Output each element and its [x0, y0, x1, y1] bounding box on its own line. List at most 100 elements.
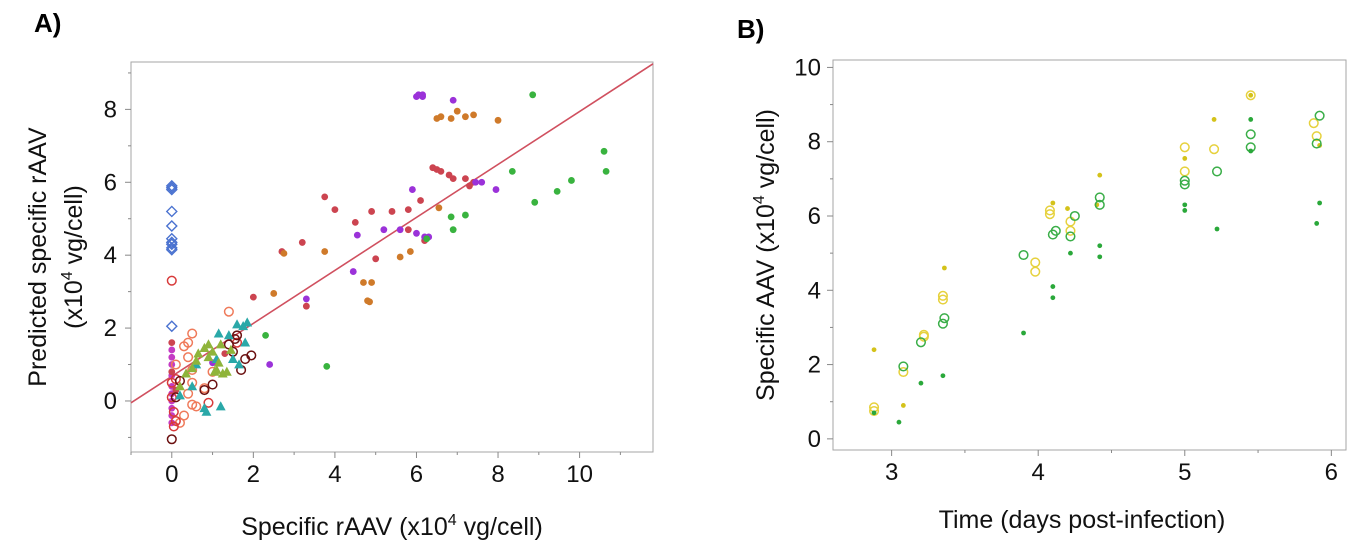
series-blue-diamond — [165, 179, 178, 333]
data-point — [453, 107, 461, 115]
data-point — [447, 213, 455, 221]
data-point — [404, 206, 412, 214]
data-point — [1050, 225, 1061, 236]
data-point — [462, 211, 469, 219]
series-green-dot — [262, 91, 610, 370]
data-point — [1245, 129, 1256, 140]
data-point — [187, 381, 198, 391]
data-point — [168, 339, 176, 347]
data-point — [181, 368, 191, 378]
data-point — [298, 239, 306, 246]
panel-a-label: A) — [34, 8, 61, 38]
data-point — [1179, 166, 1190, 177]
data-point — [1044, 209, 1055, 220]
data-point — [413, 229, 420, 237]
data-point — [470, 111, 477, 119]
data-point — [1044, 205, 1055, 216]
panel-b-y-title-main: Specific AAV (x10 — [752, 204, 780, 401]
data-point — [380, 226, 388, 234]
y-tick-label: 2 — [808, 352, 821, 379]
data-point — [492, 186, 500, 193]
y-tick-label: 0 — [808, 426, 821, 453]
x-tick-label: 6 — [1325, 459, 1338, 486]
panel-b-points — [868, 90, 1325, 425]
series-green-circle — [898, 110, 1325, 372]
data-point — [242, 317, 253, 327]
data-point — [1069, 210, 1080, 222]
panel-a-y-title-line2: (x104 vg/cell) — [59, 185, 88, 329]
data-point — [1065, 206, 1070, 211]
data-point — [366, 298, 373, 306]
data-point — [221, 366, 232, 376]
data-point — [187, 328, 198, 339]
data-point — [187, 362, 198, 373]
x-tick-label: 4 — [1032, 459, 1045, 486]
data-point — [215, 401, 226, 411]
panel-a-x-title-tail: vg/cell) — [457, 513, 543, 541]
data-point — [372, 255, 380, 263]
panel-b-x-axis-title: Time (days post-infection) — [939, 506, 1226, 534]
data-point — [166, 392, 177, 403]
data-point — [1030, 257, 1041, 268]
data-point — [165, 179, 178, 192]
panel-a-y-title-line2-main: (x10 — [60, 280, 88, 329]
data-point — [1311, 131, 1322, 142]
data-point — [447, 115, 455, 122]
data-point — [321, 248, 329, 255]
data-point — [201, 406, 212, 416]
data-point — [165, 236, 178, 249]
series-orange-dot — [270, 107, 502, 306]
data-point — [1068, 250, 1073, 256]
data-point — [165, 238, 178, 251]
data-point — [435, 204, 443, 212]
x-tick-label: 4 — [328, 461, 341, 488]
panel-b-y-title-tail: vg/cell) — [752, 109, 780, 195]
y-tick-label: 6 — [104, 169, 117, 196]
data-point — [602, 167, 610, 175]
panel-a-points — [165, 91, 610, 445]
data-point — [165, 181, 178, 194]
data-point — [221, 350, 229, 357]
data-point — [168, 406, 179, 417]
data-point — [508, 167, 516, 175]
series-yellow-dot — [871, 92, 1323, 408]
series-olive-triangle — [174, 339, 236, 391]
y-tick-label: 2 — [104, 315, 117, 342]
data-point — [249, 293, 257, 301]
data-point — [396, 253, 404, 261]
data-point — [404, 226, 412, 234]
panel-a-y-title-line2-tail: vg/cell) — [60, 185, 88, 271]
data-point — [168, 421, 179, 432]
data-point — [918, 380, 924, 386]
data-point — [203, 352, 214, 362]
data-point — [388, 208, 396, 215]
data-point — [170, 415, 181, 427]
data-point — [165, 320, 178, 333]
data-point — [191, 401, 202, 412]
data-point — [1182, 202, 1188, 208]
data-point — [1182, 156, 1188, 161]
panel-a-x-title-main: Specific rAAV (x10 — [241, 513, 448, 541]
data-point — [166, 275, 177, 286]
data-point — [937, 294, 948, 305]
data-point — [1097, 254, 1103, 260]
data-point — [351, 218, 359, 226]
panel-a-y-axis-title: Predicted specific rAAV (x104 vg/cell) — [24, 127, 88, 387]
data-point — [1314, 221, 1320, 226]
data-point — [321, 193, 329, 201]
data-point — [898, 361, 909, 372]
panel-b: B) 3 4 5 6 0 2 4 6 8 10 Time (days post-infection… — [737, 14, 1347, 534]
data-point — [165, 183, 178, 196]
series-yellow-circle — [868, 90, 1322, 417]
data-point — [166, 434, 177, 445]
data-point — [871, 347, 877, 353]
data-point — [871, 410, 877, 416]
data-point — [183, 337, 194, 348]
panel-a-x-title-sup: 4 — [448, 512, 457, 529]
data-point — [529, 91, 537, 99]
data-point — [1021, 330, 1026, 336]
data-point — [1065, 216, 1076, 227]
data-point — [406, 248, 414, 255]
data-point — [1211, 117, 1217, 122]
